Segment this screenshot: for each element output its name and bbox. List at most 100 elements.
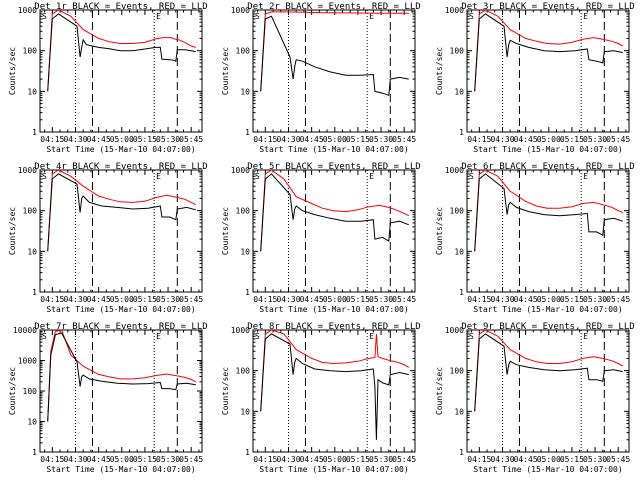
y-axis-label: Counts/sec xyxy=(8,367,17,415)
x-axis-label: Start Time (15-Mar-10 04:07:00) xyxy=(259,305,408,314)
y-tick-label: 10 xyxy=(240,407,250,416)
panel-det-7: Det 7r BLACK = Events, RED = LLD 1 10 100 10… xyxy=(8,322,208,474)
x-tick-label: 04:30 xyxy=(276,295,300,304)
y-tick-label: 1 xyxy=(245,288,250,297)
end-marker: E xyxy=(369,172,374,181)
y-tick-label: 1000 xyxy=(231,6,250,15)
x-tick-label: 05:15 xyxy=(560,295,584,304)
y-tick-label: 1 xyxy=(459,128,464,137)
y-tick-label: 10 xyxy=(454,407,464,416)
start-marker: S xyxy=(42,172,47,181)
y-tick-label: 100 xyxy=(236,367,251,376)
x-tick-label: 04:15 xyxy=(40,295,64,304)
x-tick-label: 05:15 xyxy=(133,295,157,304)
end-marker: E xyxy=(583,172,588,181)
events-series-line xyxy=(474,173,623,252)
events-series-line xyxy=(474,333,623,412)
x-tick-label: 05:15 xyxy=(346,135,370,144)
x-tick-label: 05:45 xyxy=(179,455,203,464)
panel-title: Det 7r BLACK = Events, RED = LLD xyxy=(34,322,207,332)
y-tick-label: 10 xyxy=(240,87,250,96)
x-tick-label: 05:00 xyxy=(323,455,347,464)
y-tick-label: 1 xyxy=(459,448,464,457)
y-tick-label: 1000 xyxy=(18,6,37,15)
x-tick-label: 04:15 xyxy=(467,295,491,304)
y-tick-label: 1 xyxy=(459,288,464,297)
panel-det-8: Det 8r BLACK = Events, RED = LLD 1 10 100 10… xyxy=(221,322,421,474)
x-tick-label: 05:45 xyxy=(606,135,630,144)
panel-title: Det 5r BLACK = Events, RED = LLD xyxy=(247,162,420,172)
plot-frame xyxy=(466,169,630,293)
end-marker: E xyxy=(156,12,161,21)
end-marker: E xyxy=(369,332,374,341)
start-marker: S xyxy=(255,12,260,21)
plot-frame xyxy=(39,9,203,133)
x-tick-label: 05:45 xyxy=(392,295,416,304)
start-marker: S xyxy=(255,172,260,181)
y-tick-label: 1 xyxy=(245,128,250,137)
x-tick-label: 05:30 xyxy=(156,455,180,464)
lld-series-line xyxy=(474,330,624,412)
x-axis-label: Start Time (15-Mar-10 04:07:00) xyxy=(473,465,622,474)
x-tick-label: 04:45 xyxy=(87,135,111,144)
x-axis-label: Start Time (15-Mar-10 04:07:00) xyxy=(46,145,195,154)
x-tick-label: 05:45 xyxy=(392,455,416,464)
x-tick-label: 05:00 xyxy=(537,135,561,144)
panel-det-3: Det 3r BLACK = Events, RED = LLD 1 10 100 10… xyxy=(435,2,635,154)
x-tick-label: 04:45 xyxy=(514,135,538,144)
y-axis-label: Counts/sec xyxy=(435,47,444,95)
lld-series-line xyxy=(47,330,197,422)
x-tick-label: 05:00 xyxy=(323,135,347,144)
x-tick-label: 04:15 xyxy=(467,135,491,144)
start-marker: S xyxy=(42,332,47,341)
x-tick-label: 04:30 xyxy=(490,455,514,464)
y-tick-label: 100 xyxy=(450,367,465,376)
y-axis-label: Counts/sec xyxy=(221,47,230,95)
lld-series-line xyxy=(260,170,410,252)
events-series-line xyxy=(47,332,196,422)
plot-frame xyxy=(252,329,416,453)
events-series-line xyxy=(260,173,409,252)
x-tick-label: 04:45 xyxy=(514,295,538,304)
x-tick-label: 04:15 xyxy=(40,455,64,464)
y-tick-label: 10 xyxy=(27,247,37,256)
y-tick-label: 1 xyxy=(245,448,250,457)
x-axis-label: Start Time (15-Mar-10 04:07:00) xyxy=(473,305,622,314)
y-tick-label: 100 xyxy=(23,207,38,216)
plot-frame xyxy=(466,329,630,453)
start-marker: S xyxy=(469,12,474,21)
start-marker: S xyxy=(469,332,474,341)
y-tick-label: 1000 xyxy=(231,166,250,175)
lld-series-line xyxy=(47,170,197,252)
x-tick-label: 04:30 xyxy=(63,295,87,304)
x-tick-label: 05:15 xyxy=(133,135,157,144)
x-tick-label: 05:00 xyxy=(110,455,134,464)
panel-title: Det 3r BLACK = Events, RED = LLD xyxy=(461,2,634,12)
panel-det-1: Det 1r BLACK = Events, RED = LLD 1 10 100 10… xyxy=(8,2,208,154)
x-tick-label: 05:45 xyxy=(179,295,203,304)
y-tick-label: 100 xyxy=(236,47,251,56)
plot-frame xyxy=(466,9,630,133)
x-tick-label: 04:30 xyxy=(63,455,87,464)
y-tick-label: 100 xyxy=(236,207,251,216)
start-marker: S xyxy=(469,172,474,181)
y-tick-label: 10 xyxy=(27,87,37,96)
panel-title: Det 1r BLACK = Events, RED = LLD xyxy=(34,2,207,12)
lld-series-line xyxy=(474,170,623,252)
y-axis-label: Counts/sec xyxy=(221,367,230,415)
x-tick-label: 05:30 xyxy=(369,295,393,304)
panel-det-6: Det 6r BLACK = Events, RED = LLD 1 10 100 10… xyxy=(435,162,635,314)
x-tick-label: 05:15 xyxy=(346,295,370,304)
y-tick-label: 10 xyxy=(454,87,464,96)
start-marker: S xyxy=(42,12,47,21)
end-marker: E xyxy=(156,332,161,341)
x-tick-label: 05:15 xyxy=(560,455,584,464)
y-tick-label: 1 xyxy=(32,448,37,457)
x-tick-label: 05:00 xyxy=(110,135,134,144)
x-tick-label: 05:45 xyxy=(392,135,416,144)
y-axis-label: Counts/sec xyxy=(221,207,230,255)
x-tick-label: 05:45 xyxy=(179,135,203,144)
x-tick-label: 04:45 xyxy=(87,455,111,464)
x-axis-label: Start Time (15-Mar-10 04:07:00) xyxy=(259,145,408,154)
panel-title: Det 6r BLACK = Events, RED = LLD xyxy=(461,162,634,172)
